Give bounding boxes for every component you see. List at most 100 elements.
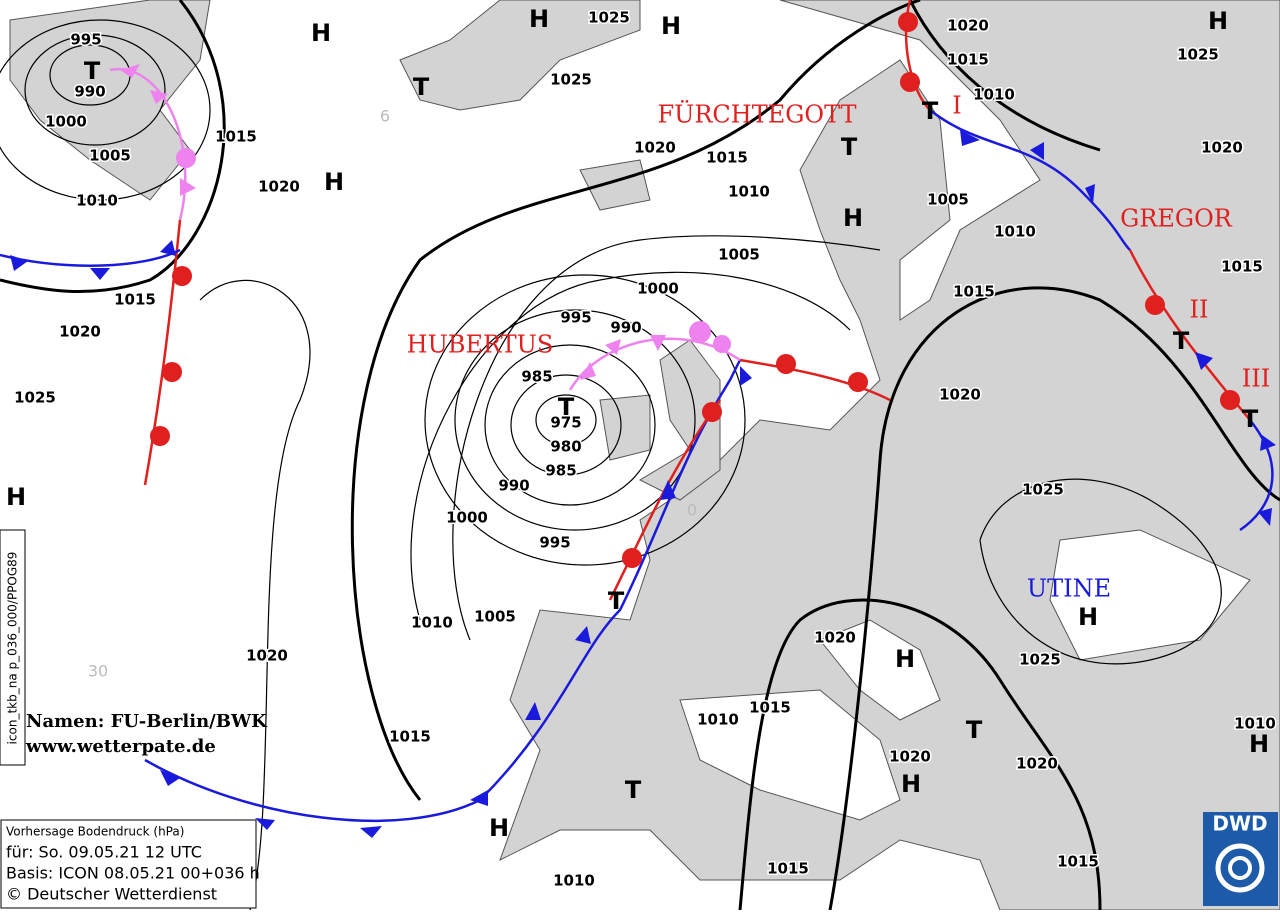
pressure-system: H [311, 19, 331, 47]
isobar-label: 1000 [446, 509, 488, 527]
graticule-label: 6 [380, 107, 390, 126]
isobar-label: 1020 [246, 647, 288, 665]
info-line: Basis: ICON 08.05.21 00+036 h [6, 864, 260, 883]
isobar-label: 1020 [1016, 755, 1058, 773]
isobar-label: 1010 [697, 711, 739, 729]
isobar-label: 1015 [1221, 258, 1263, 276]
isobar-label: 1015 [1057, 853, 1099, 871]
isobar-label: 1010 [728, 183, 770, 201]
isobar-label: 990 [610, 319, 641, 337]
pressure-system: H [1249, 730, 1269, 758]
isobar-label: 1020 [634, 139, 676, 157]
isobar-label: 1005 [718, 246, 760, 264]
info-line: für: So. 09.05.21 12 UTC [6, 843, 202, 862]
pressure-system: T [625, 776, 642, 804]
graticule-label: 0 [687, 501, 697, 520]
isobar-label: 1020 [814, 629, 856, 647]
pressure-system: T [841, 133, 858, 161]
isobar-label: 995 [560, 309, 591, 327]
isobar-label: 1020 [1201, 139, 1243, 157]
side-box [0, 529, 26, 766]
pressure-system: H [895, 645, 915, 673]
isobar-label: 1015 [389, 728, 431, 746]
front-name: II [1190, 296, 1209, 324]
fronts [0, 0, 1276, 838]
credit: www.wetterpate.de [25, 736, 216, 757]
isobar-label: 995 [70, 31, 101, 49]
isobar-label: 990 [498, 477, 529, 495]
isobar-label: 1020 [59, 323, 101, 341]
pressure-system: H [489, 814, 509, 842]
isobar-label: 1010 [553, 872, 595, 890]
pressure-system: T [608, 587, 625, 615]
pressure-system: H [901, 770, 921, 798]
isobar-label: 1025 [14, 389, 56, 407]
front-name: HUBERTUS [407, 331, 554, 359]
pressure-system: T [1242, 405, 1259, 433]
pressure-system: H [1208, 7, 1228, 35]
isobar-label: 1010 [1234, 715, 1276, 733]
isobar-label: 1010 [973, 86, 1015, 104]
front-name: FÜRCHTEGOTT [657, 100, 856, 129]
isobar-label: 1005 [927, 191, 969, 209]
isobar-label: 1015 [947, 51, 989, 69]
isobar-label: 985 [545, 462, 576, 480]
isobar-label: 1005 [474, 608, 516, 626]
isobar-label: 1015 [767, 860, 809, 878]
isobar-label: 1010 [994, 223, 1036, 241]
graticule-labels: 6 30 0 [88, 107, 697, 681]
dwd-logo: DWD [1203, 812, 1278, 906]
pressure-system: H [843, 204, 863, 232]
info-box [0, 819, 257, 909]
pressure-system: T [558, 393, 575, 421]
isobar-label: 1020 [947, 17, 989, 35]
pressure-system: T [413, 73, 430, 101]
isobar-label: 1000 [45, 113, 87, 131]
isobar-label: 1025 [588, 9, 630, 27]
front-name: I [952, 92, 961, 120]
graticule-label: 30 [88, 662, 108, 681]
isobar-labels: 9959901000100510101015102010151020102510… [13, 7, 1278, 891]
pressure-system: H [661, 12, 681, 40]
info-line: Vorhersage Bodendruck (hPa) [6, 825, 184, 839]
isobar-label: 1010 [411, 614, 453, 632]
isobar-label: 1025 [550, 71, 592, 89]
pressure-systems: T H H H H T H T T H T H H H T H H T H T T T [6, 5, 1269, 842]
isobar-label: 975 [550, 414, 581, 432]
isobar-label: 1015 [953, 283, 995, 301]
pressure-system: H [1078, 603, 1098, 631]
logo-text: DWD [1212, 812, 1267, 836]
isobar-label: 980 [550, 438, 581, 456]
pressure-system: T [1173, 327, 1190, 355]
isobar-label: 1005 [89, 147, 131, 165]
isobar-label: 1025 [1177, 46, 1219, 64]
front-name: GREGOR [1120, 205, 1233, 233]
land [9, 0, 1280, 911]
isobar-label: 990 [74, 83, 105, 101]
front-name: UTINE [1027, 575, 1111, 603]
pressure-system: H [6, 483, 26, 511]
isobar-label: 1025 [1022, 481, 1064, 499]
isobar-label: 1020 [258, 178, 300, 196]
front-name: III [1242, 365, 1270, 393]
isobar-label: 1010 [76, 192, 118, 210]
pressure-system: T [922, 97, 939, 125]
isobar-label: 1020 [889, 748, 931, 766]
pressure-system: H [529, 5, 549, 33]
isobar-label: 1015 [706, 149, 748, 167]
pressure-system: H [324, 168, 344, 196]
isobar-label: 985 [521, 368, 552, 386]
pressure-system: T [84, 57, 101, 85]
isobar-label: 1015 [749, 699, 791, 717]
isobar-label: 1015 [114, 291, 156, 309]
credit: Namen: FU-Berlin/BWK [26, 711, 268, 732]
isobar-label: 1025 [1019, 651, 1061, 669]
side-label: icon_tkb_na p_036_000/PPOG89 [6, 552, 20, 745]
info-line: © Deutscher Wetterdienst [6, 885, 217, 904]
isobar-label: 1020 [939, 386, 981, 404]
isobar-label: 1015 [215, 128, 257, 146]
isobar-label: 995 [539, 534, 570, 552]
isobar-label: 1000 [637, 280, 679, 298]
